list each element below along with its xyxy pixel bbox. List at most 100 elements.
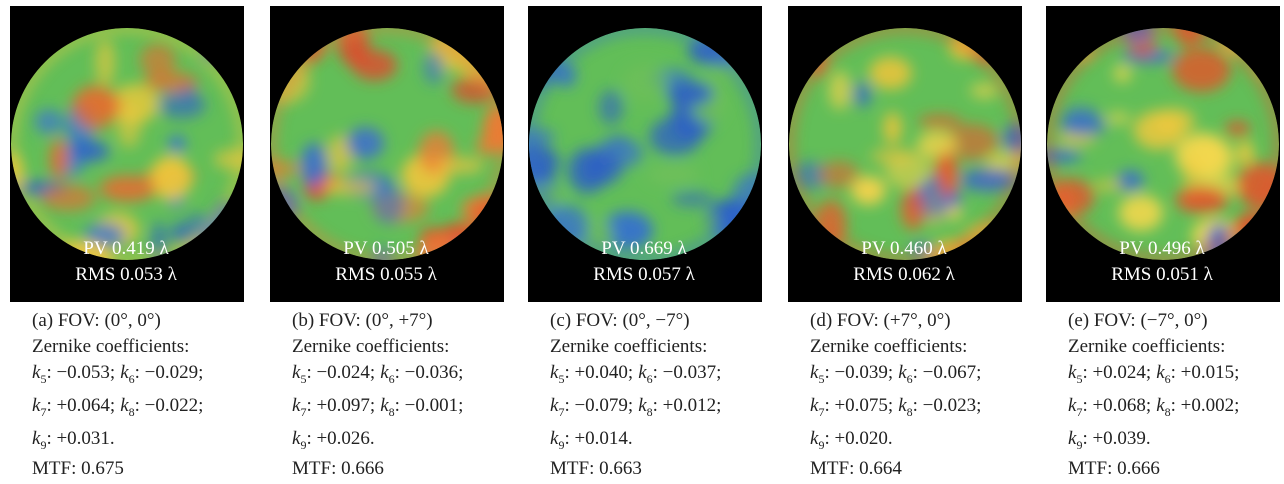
coefficient-symbol: k	[1068, 428, 1077, 449]
caption: (c) FOV: (0°, −7°)	[550, 310, 690, 331]
coefficient-symbol: k	[898, 362, 907, 383]
mtf: MTF: 0.666	[1068, 458, 1160, 479]
coefficient-line: k5: −0.024; k6: −0.036;	[292, 362, 463, 387]
coefficient-value: : +0.015;	[1170, 362, 1240, 383]
wavefront-map	[1046, 6, 1280, 302]
coefficient-index: 8	[1164, 404, 1171, 419]
coefficient-symbol: k	[120, 362, 129, 383]
panel: PV 0.419 λ RMS 0.053 λ (a) FOV: (0°, 0°) Ze…	[10, 0, 250, 484]
caption: (d) FOV: (+7°, 0°)	[810, 310, 951, 331]
coefficient: k8: +0.002;	[1156, 395, 1239, 419]
coefficient: k8: −0.001;	[380, 395, 464, 419]
coefficient-symbol: k	[292, 362, 301, 383]
wavefront-map	[788, 6, 1022, 302]
coefficient-value: : +0.012;	[652, 395, 722, 416]
coefficient: k8: −0.023;	[898, 395, 982, 419]
zernike-title: Zernike coefficients:	[292, 336, 450, 357]
coefficient-value: : +0.031.	[46, 428, 115, 449]
coefficient-symbol: k	[1156, 362, 1165, 383]
coefficient-index: 5	[300, 371, 307, 386]
coefficient: k7: +0.097;	[292, 395, 375, 419]
coefficient-index: 7	[40, 404, 47, 419]
coefficient: k6: −0.037;	[638, 362, 722, 386]
coefficient: k5: +0.024;	[1068, 362, 1151, 386]
coefficient-value: : −0.037;	[652, 362, 722, 383]
panel: PV 0.505 λ RMS 0.055 λ (b) FOV: (0°, +7°) Z…	[270, 0, 510, 484]
coefficient-index: 5	[1076, 371, 1083, 386]
rms-label: RMS 0.055 λ	[335, 264, 437, 285]
coefficient-index: 6	[906, 371, 913, 386]
coefficient-symbol: k	[638, 362, 647, 383]
coefficient-line: k9: +0.031.	[32, 428, 115, 453]
coefficient-line: k9: +0.014.	[550, 428, 633, 453]
rms-label: RMS 0.057 λ	[593, 264, 695, 285]
coefficient-symbol: k	[638, 395, 647, 416]
caption: (b) FOV: (0°, +7°)	[292, 310, 433, 331]
coefficient-symbol: k	[380, 395, 389, 416]
coefficient-value: : −0.022;	[134, 395, 204, 416]
coefficient-index: 6	[1164, 371, 1171, 386]
coefficient: k6: −0.029;	[120, 362, 204, 386]
coefficient-index: 9	[558, 437, 565, 452]
coefficient-index: 5	[40, 371, 47, 386]
mtf: MTF: 0.664	[810, 458, 902, 479]
coefficient-index: 9	[1076, 437, 1083, 452]
coefficient-index: 9	[40, 437, 47, 452]
pv-label: PV 0.496 λ	[1119, 238, 1205, 259]
coefficient: k9: +0.039.	[1068, 428, 1151, 452]
coefficient: k5: −0.039;	[810, 362, 894, 386]
coefficient-symbol: k	[32, 362, 41, 383]
coefficient-symbol: k	[32, 428, 41, 449]
zernike-title: Zernike coefficients:	[1068, 336, 1226, 357]
pv-label: PV 0.669 λ	[601, 238, 687, 259]
coefficient: k7: +0.064;	[32, 395, 115, 419]
coefficient-value: : +0.020.	[824, 428, 893, 449]
coefficient-value: : −0.039;	[824, 362, 894, 383]
zernike-title: Zernike coefficients:	[550, 336, 708, 357]
coefficient-symbol: k	[550, 362, 559, 383]
zernike-title: Zernike coefficients:	[32, 336, 190, 357]
coefficient-index: 6	[646, 371, 653, 386]
coefficient: k7: −0.079;	[550, 395, 634, 419]
coefficient: k9: +0.014.	[550, 428, 633, 452]
caption: (e) FOV: (−7°, 0°)	[1068, 310, 1208, 331]
coefficient-value: : +0.014.	[564, 428, 633, 449]
coefficient-value: : −0.023;	[912, 395, 982, 416]
coefficient-index: 6	[128, 371, 135, 386]
coefficient: k6: −0.067;	[898, 362, 982, 386]
coefficient-symbol: k	[292, 395, 301, 416]
coefficient-index: 7	[300, 404, 307, 419]
coefficient-value: : +0.075;	[824, 395, 894, 416]
coefficient-index: 8	[646, 404, 653, 419]
coefficient: k5: −0.024;	[292, 362, 375, 386]
mtf: MTF: 0.663	[550, 458, 642, 479]
coefficient-value: : −0.067;	[912, 362, 982, 383]
coefficient-index: 8	[906, 404, 913, 419]
coefficient: k7: +0.075;	[810, 395, 894, 419]
pv-label: PV 0.419 λ	[83, 238, 169, 259]
coefficient-symbol: k	[120, 395, 129, 416]
mtf: MTF: 0.675	[32, 458, 124, 479]
coefficient-index: 8	[388, 404, 395, 419]
coefficient-symbol: k	[898, 395, 907, 416]
coefficient: k5: +0.040;	[550, 362, 634, 386]
panel: PV 0.460 λ RMS 0.062 λ (d) FOV: (+7°, 0°) Z…	[788, 0, 1028, 484]
coefficient-value: : −0.029;	[134, 362, 204, 383]
coefficient-symbol: k	[810, 362, 819, 383]
wavefront-map	[10, 6, 244, 302]
coefficient-value: : −0.053;	[46, 362, 116, 383]
coefficient-value: : −0.079;	[564, 395, 634, 416]
coefficient: k9: +0.031.	[32, 428, 115, 452]
coefficient-value: : −0.001;	[394, 395, 464, 416]
coefficient-value: : +0.026.	[306, 428, 375, 449]
coefficient-value: : +0.040;	[564, 362, 634, 383]
coefficient: k7: +0.068;	[1068, 395, 1151, 419]
coefficient-line: k7: −0.079; k8: +0.012;	[550, 395, 721, 420]
coefficient-line: k9: +0.026.	[292, 428, 375, 453]
coefficient-index: 5	[818, 371, 825, 386]
coefficient: k8: −0.022;	[120, 395, 204, 419]
coefficient: k9: +0.020.	[810, 428, 893, 452]
rms-label: RMS 0.051 λ	[1111, 264, 1213, 285]
coefficient-symbol: k	[1156, 395, 1165, 416]
